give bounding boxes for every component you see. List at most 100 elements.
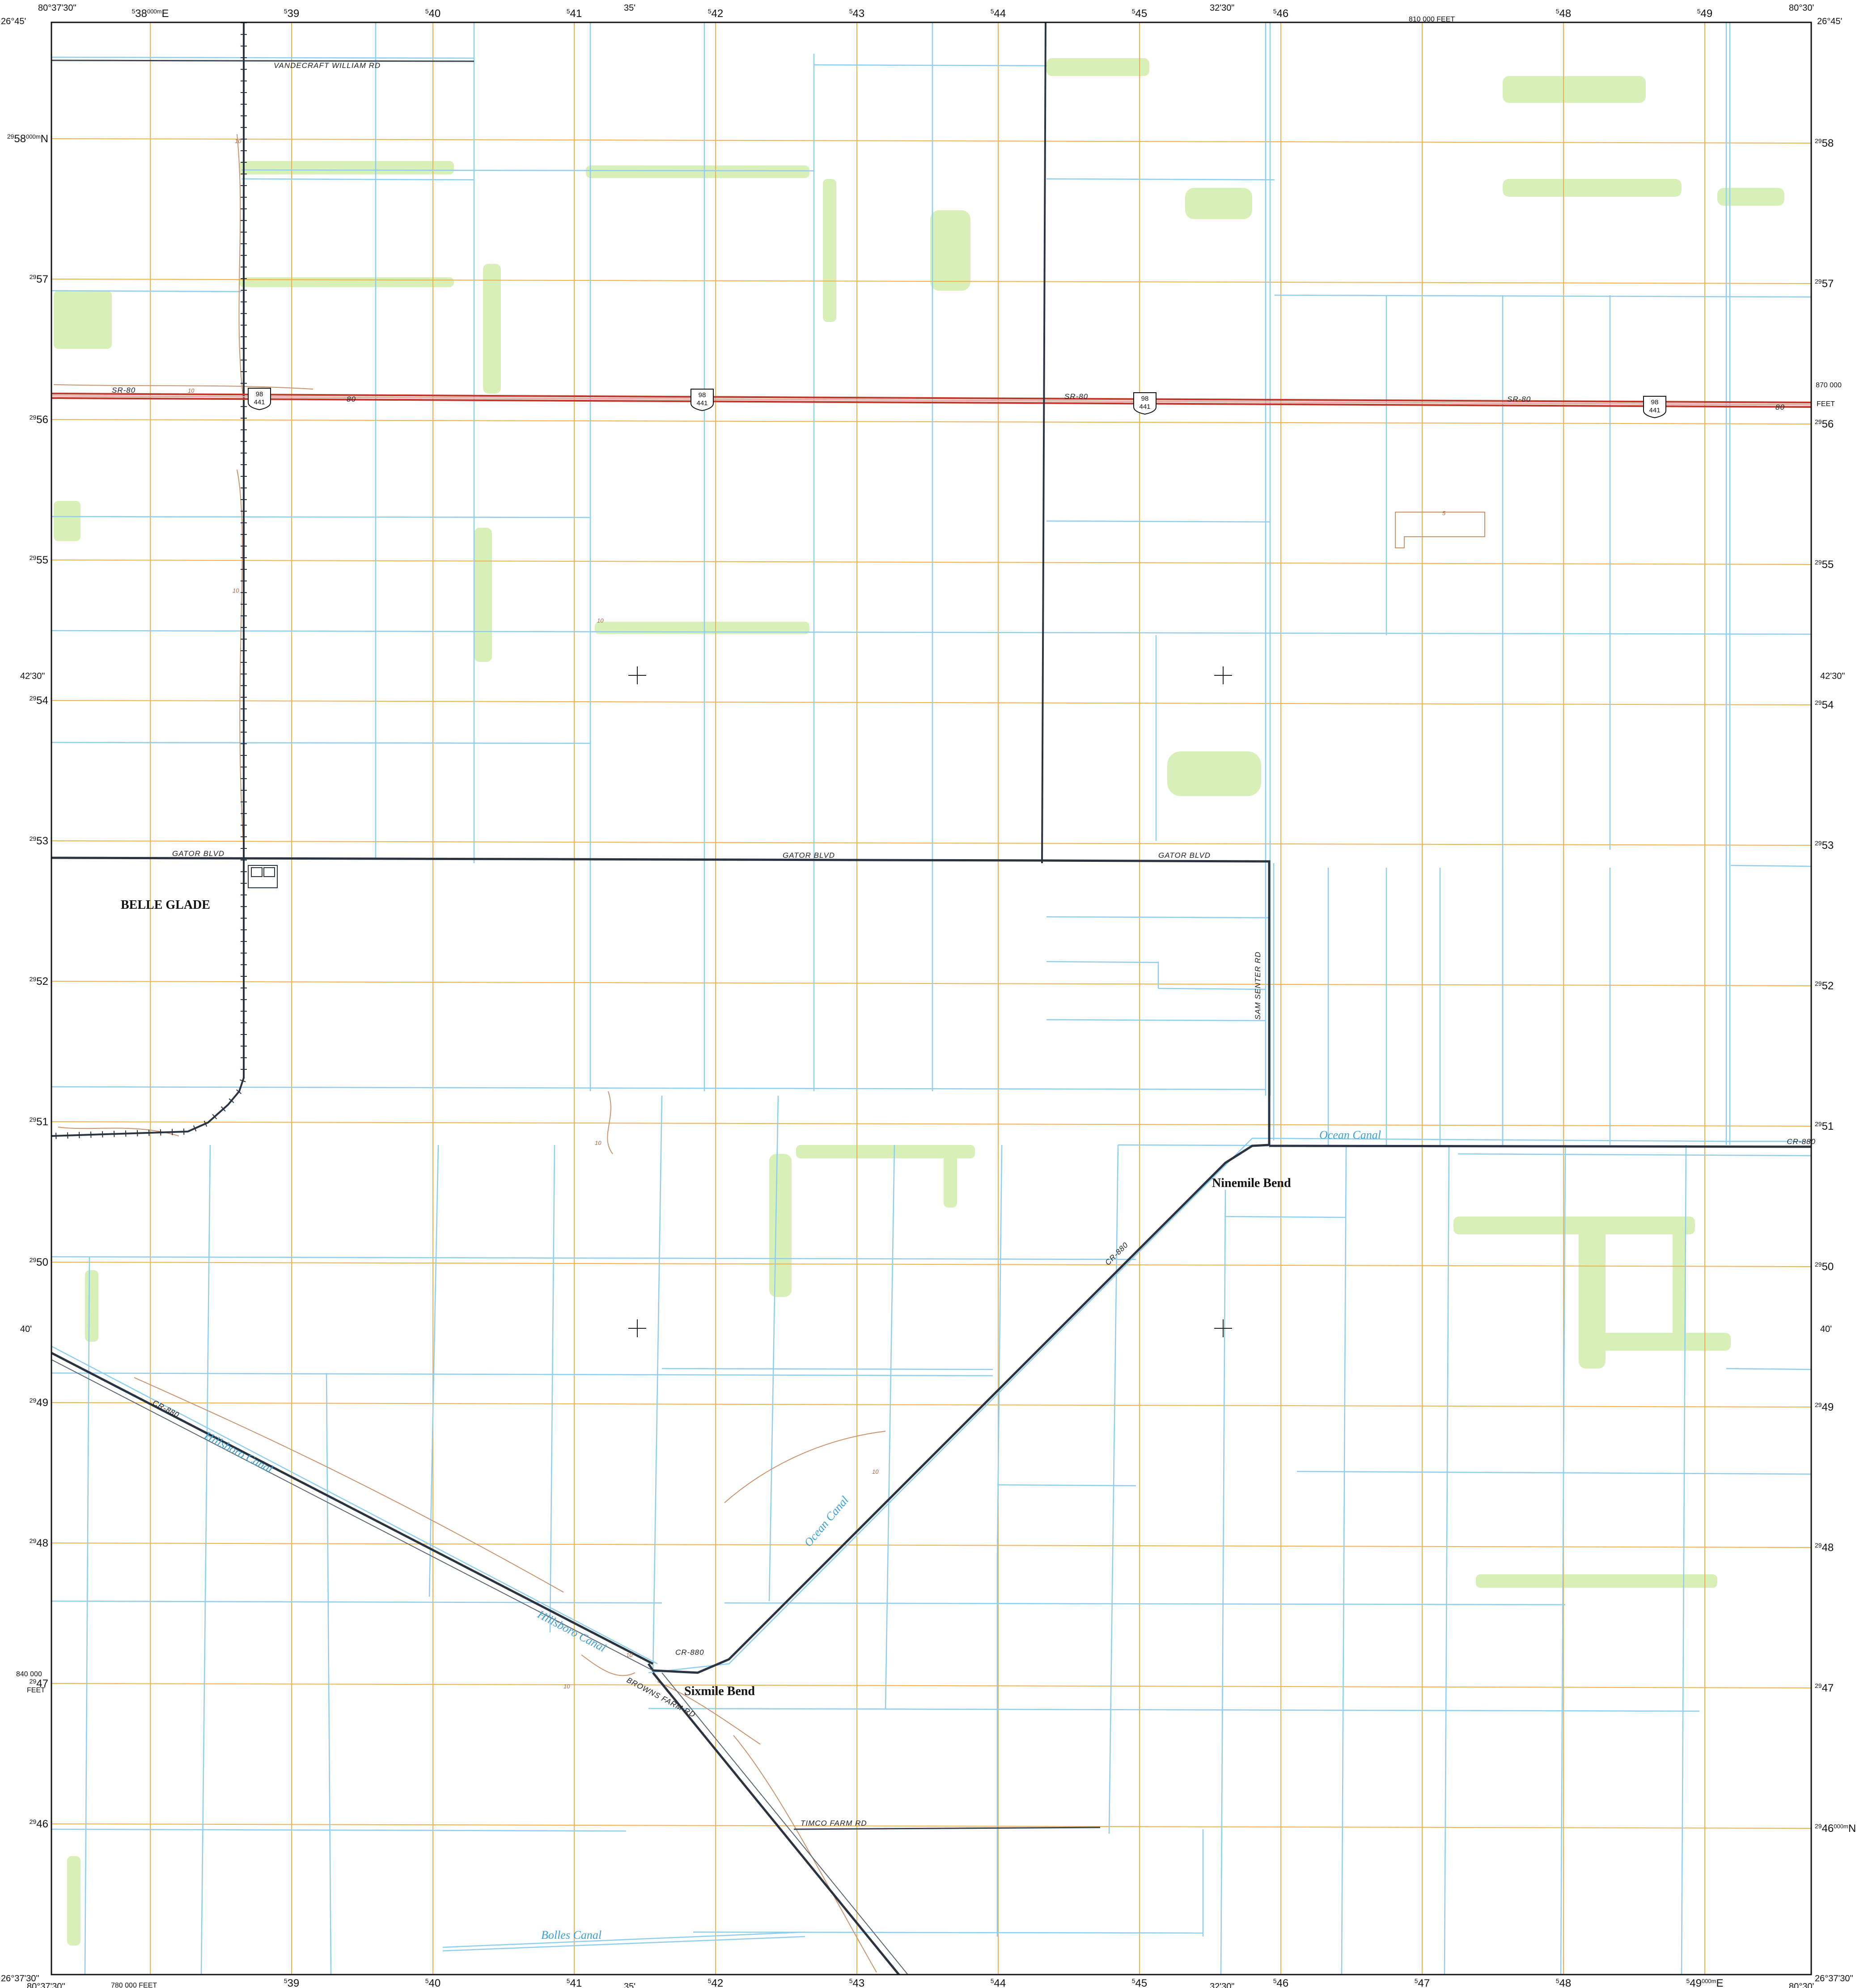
canal-line <box>1560 1144 1566 1975</box>
vegetation-patch <box>1673 1217 1686 1351</box>
contour-line <box>657 1681 761 1745</box>
us-98-441-shield: 98 441 <box>1133 392 1157 415</box>
canal-line <box>1220 1189 1226 1975</box>
grid-northing-line <box>51 279 1812 284</box>
vegetation-patch <box>85 1270 98 1342</box>
state-plane-unit: FEET <box>1817 400 1835 408</box>
grid-northing-line <box>51 700 1812 705</box>
vegetation-patch <box>474 528 492 662</box>
us-98-441-shield: 98 441 <box>248 388 271 411</box>
road-north-south <box>1041 22 1046 864</box>
contour-label: 10 <box>188 387 195 394</box>
canal-line <box>693 1931 1203 1934</box>
lon-label-top: 35' <box>624 3 635 13</box>
easting-label: 542 <box>708 8 724 20</box>
grid-northing-line <box>51 981 1812 986</box>
northing-label: 2949 <box>1815 1401 1834 1413</box>
grid-northing-line <box>51 1402 1812 1407</box>
canal-line <box>51 56 474 59</box>
grid-northing-line <box>51 419 1812 424</box>
easting-label: 539 <box>284 8 300 20</box>
easting-label: 541 <box>567 8 582 20</box>
vegetation-patch <box>769 1154 792 1297</box>
canal-line <box>1046 1019 1266 1022</box>
road-network <box>51 22 1812 1975</box>
shield-outline <box>1133 392 1157 415</box>
hillsboro-canal <box>51 1345 658 1665</box>
highway-sr80-median <box>51 395 1812 406</box>
road-browns-farm <box>652 1672 900 1975</box>
canal-line <box>549 1144 555 1633</box>
neatline <box>51 21 1812 1975</box>
place-label-belle-glade: BELLE GLADE <box>121 898 210 912</box>
contour-line <box>237 134 244 403</box>
northing-label: 2956 <box>30 414 48 426</box>
state-plane-label: 780 000 FEET <box>111 1982 157 1988</box>
contour-label: 5 <box>1442 510 1446 517</box>
canal-line <box>1444 1144 1450 1975</box>
easting-label: 544 <box>991 1977 1006 1988</box>
northing-label: 2949 <box>30 1397 48 1409</box>
utm-eastings-top: 538000mE 539 540 541 542 543 544 545 546 548 549 <box>131 8 1712 20</box>
northing-label: 2958 <box>1815 137 1834 149</box>
easting-label: 541 <box>567 1977 582 1988</box>
road-label-gator: GATOR BLVD <box>172 849 225 858</box>
utm-eastings-bottom: 539 540 541 542 543 544 545 546 547 548 549000mE <box>284 1977 1724 1988</box>
easting-label: 546 <box>1273 1977 1289 1988</box>
canal-line <box>442 1931 805 1948</box>
easting-label: 549 <box>1697 8 1713 20</box>
northing-label: 2946000mN <box>1815 1823 1856 1835</box>
shield-outline <box>691 389 714 411</box>
northing-label: 2952 <box>30 975 48 988</box>
lon-label-top: 32'30" <box>1210 3 1234 13</box>
vegetation-patch <box>796 1145 975 1158</box>
northing-label: 2955 <box>30 554 48 566</box>
northing-label: 2955 <box>1815 559 1834 571</box>
northing-label: 2950 <box>1815 1261 1834 1273</box>
canal-line <box>648 1708 1700 1712</box>
road-label-gator: GATOR BLVD <box>1158 851 1211 860</box>
easting-label: 549000mE <box>1686 1977 1723 1988</box>
northing-label: 2954 <box>30 695 48 707</box>
easting-label: 538000mE <box>131 8 169 20</box>
shield-outline <box>1643 396 1666 419</box>
canal-line <box>326 1373 332 1975</box>
road-cr880-west <box>51 1352 654 1665</box>
contour-line <box>1395 512 1485 548</box>
canal-label-ocean: Ocean Canal <box>1319 1128 1381 1141</box>
canal-line <box>768 1095 779 1602</box>
easting-label: 542 <box>708 1977 724 1988</box>
highway-sr80-north <box>51 393 1812 403</box>
contour-label: 10 <box>235 138 241 144</box>
canal-line <box>724 1602 1566 1606</box>
easting-label: 540 <box>425 1977 441 1988</box>
contour-label: 10 <box>626 1652 633 1658</box>
lat-label-right: 42'30" <box>1820 671 1845 681</box>
contour-label: 10 <box>233 587 239 594</box>
canal-line <box>813 64 1047 67</box>
grid-northing-line <box>51 1262 1812 1267</box>
shield-top-number: 98 <box>1141 395 1149 403</box>
contour-line <box>53 384 313 390</box>
vegetation-patch <box>1503 179 1682 197</box>
shield-bottom-number: 441 <box>1649 407 1660 414</box>
canal-line <box>200 1144 211 1975</box>
vegetation-patch <box>944 1145 957 1208</box>
vegetation-patch <box>67 1856 80 1946</box>
vegetation-patch <box>1579 1217 1606 1369</box>
grid-northing-line <box>51 840 1812 846</box>
utm-northings-right: 2958 2957 2956 2955 2954 2953 2952 2951 2950 2949… <box>1815 137 1856 1835</box>
canal-line <box>1296 1471 1812 1475</box>
contour-line <box>134 1377 564 1593</box>
vegetation-patch <box>1503 76 1646 103</box>
easting-label: 547 <box>1415 1977 1430 1988</box>
road-timco-farm <box>793 1827 1101 1830</box>
canal-line <box>1274 294 1812 298</box>
contour-line <box>607 1091 613 1154</box>
corner-lat-bottom-left: 26°37'30" <box>1 1974 39 1984</box>
canal-line <box>84 1256 90 1975</box>
us-98-441-shield: 98 441 <box>691 389 714 411</box>
northing-label: 2947 <box>1815 1682 1834 1694</box>
grid-northing-line <box>51 1121 1812 1127</box>
